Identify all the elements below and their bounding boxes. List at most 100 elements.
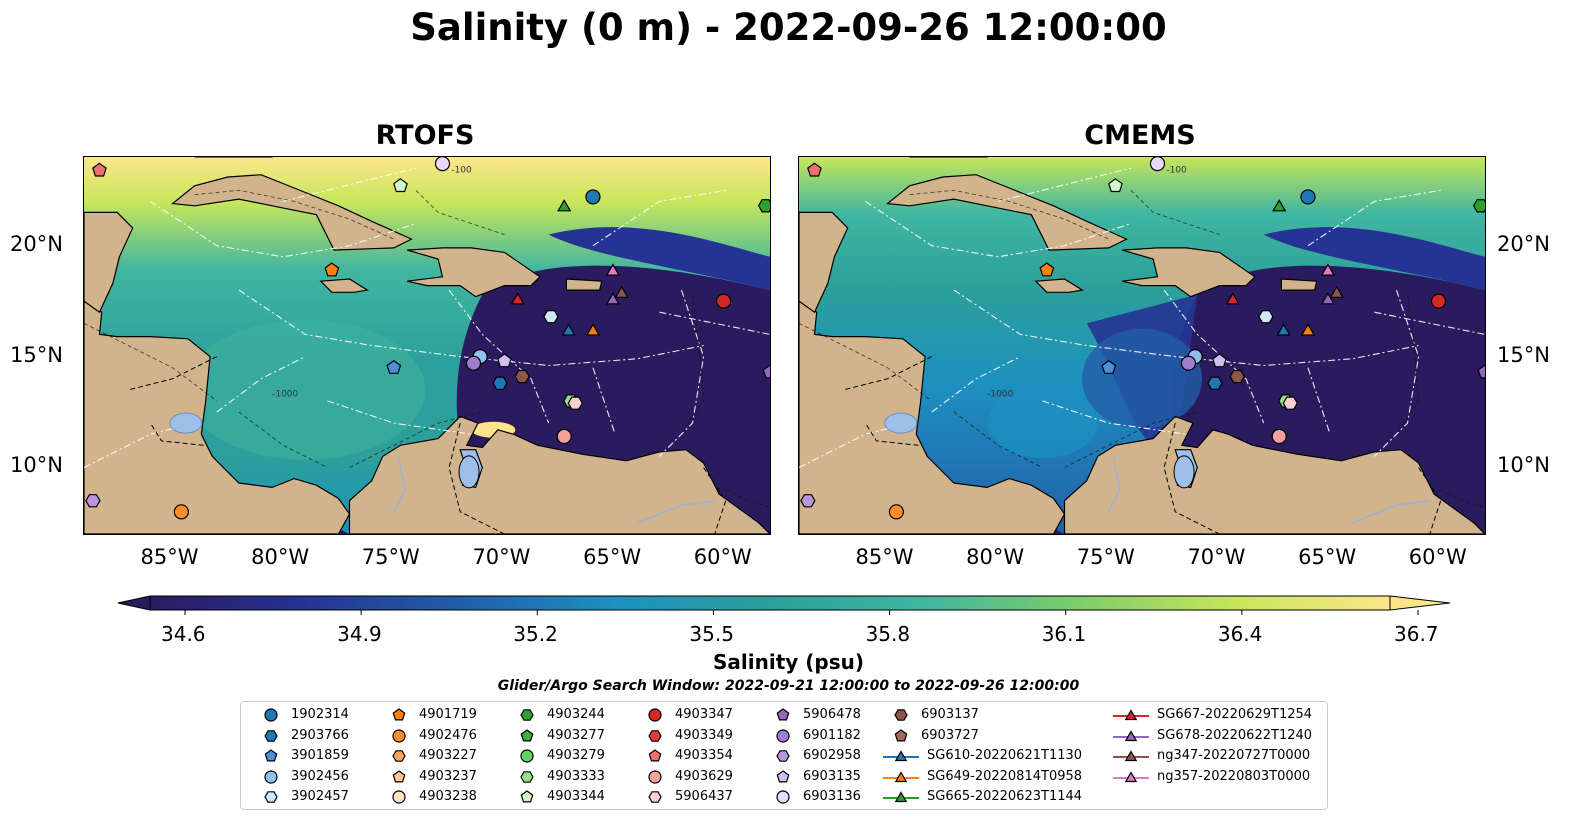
legend-marker <box>776 750 790 762</box>
colorbar-tick-label: 34.9 <box>337 622 382 646</box>
legend-marker-icon <box>894 709 908 721</box>
station-4901719 <box>1039 262 1055 277</box>
search-window-caption: Glider/Argo Search Window: 2022-09-21 12… <box>497 678 1080 694</box>
legend-marker-icon <box>883 750 919 762</box>
colorbar-tick-label: 36.4 <box>1217 622 1263 646</box>
lon-tick-label: 85°W <box>855 545 914 569</box>
legend-marker-icon <box>776 728 790 743</box>
legend-marker-icon <box>392 769 406 782</box>
legend-label: 4903629 <box>675 768 733 784</box>
legend-label: 4903354 <box>675 748 733 763</box>
legend-label: 2903766 <box>291 727 349 743</box>
legend-label: 5906478 <box>803 707 861 722</box>
legend-label: 6903135 <box>803 768 861 784</box>
legend-label: 4901719 <box>419 707 477 722</box>
eez-boundary <box>238 289 704 367</box>
legend-marker-icon <box>520 709 534 721</box>
lake-maracaibo <box>1173 455 1195 489</box>
hispaniola-land <box>1121 247 1256 298</box>
legend-marker-icon <box>776 708 790 721</box>
country-border <box>1163 422 1220 534</box>
bathymetry-contour <box>681 294 705 435</box>
legend-marker-icon <box>520 728 534 741</box>
eez-boundary <box>1374 289 1420 457</box>
legend-label: 4903237 <box>419 768 477 784</box>
eez-boundary <box>592 189 726 247</box>
country-border <box>843 356 933 391</box>
legend-marker-icon <box>264 708 278 722</box>
station-5906478 <box>1477 364 1485 379</box>
legend-label: 4903333 <box>547 768 605 784</box>
bathymetry-label: -1000 <box>272 390 298 400</box>
legend-marker <box>648 769 662 784</box>
station-SG678-20220622T1240 <box>1320 292 1335 305</box>
legend-label: 5906437 <box>675 789 733 804</box>
legend-marker-icon <box>1113 709 1149 721</box>
legend-label: 4903227 <box>419 748 477 763</box>
colorbar-extend-max <box>1389 595 1451 611</box>
bathymetry-label: -1000 <box>987 390 1013 400</box>
legend-marker-icon <box>392 750 406 762</box>
map-panel-cmems[interactable]: -100 -1000 <box>798 156 1486 535</box>
lon-tick-label: 80°W <box>966 545 1025 569</box>
river <box>1351 499 1430 524</box>
station-4903244 <box>757 199 770 213</box>
lake-maracaibo <box>458 455 480 489</box>
eez-boundary <box>659 289 705 457</box>
legend-marker <box>264 769 278 784</box>
lat-tick-label-left: 10°N <box>10 453 63 478</box>
legend-marker-icon <box>776 750 790 762</box>
legend-marker-icon <box>392 708 406 721</box>
legend-marker <box>776 790 790 804</box>
country-border <box>128 356 218 391</box>
eez-boundary <box>216 356 306 413</box>
station-2903766 <box>1207 376 1223 390</box>
legend-marker <box>392 728 406 743</box>
eez-boundary <box>327 400 472 435</box>
legend-marker-icon <box>894 728 908 741</box>
station-6901182 <box>465 355 482 371</box>
lon-tick-label: 75°W <box>361 545 420 569</box>
bathymetry-contour <box>909 189 1109 240</box>
lon-tick-label: 70°W <box>472 545 531 569</box>
colorbar-tick-label: 35.8 <box>865 622 911 646</box>
legend-marker <box>894 750 908 762</box>
legend-marker-icon <box>264 749 278 762</box>
legend-label: 4903277 <box>547 727 605 743</box>
station-3901859 <box>386 359 402 374</box>
colorbar <box>117 595 1451 615</box>
bathymetry-contour <box>725 489 770 508</box>
legend-marker <box>894 728 908 741</box>
station-6902958 <box>800 494 816 508</box>
station-4903244 <box>1472 199 1485 213</box>
yucatan-land <box>84 211 134 314</box>
legend-label: ng357-20220803T0000 <box>1157 768 1311 784</box>
panel-title-cmems: CMEMS <box>1084 120 1196 151</box>
legend-marker <box>776 728 790 743</box>
legend-marker <box>520 790 534 803</box>
lon-tick-label: 80°W <box>251 545 310 569</box>
station-4903354 <box>807 162 822 177</box>
station-SG665-20220623T1144 <box>557 199 572 212</box>
lat-tick-label-right: 20°N <box>1497 231 1550 256</box>
map-panel-rtofs[interactable]: -100 -1000 <box>83 156 771 535</box>
bathymetry-label: -100 <box>451 166 472 176</box>
legend-marker-icon <box>264 769 278 784</box>
legend-marker <box>648 729 662 742</box>
station-4903347 <box>1430 293 1447 309</box>
colorbar-tick-label: 36.7 <box>1394 622 1439 646</box>
station-4903347 <box>715 293 732 309</box>
legend-marker-icon <box>648 749 662 762</box>
legend-marker <box>520 749 534 763</box>
legend-marker <box>264 729 278 742</box>
station-SG667-20220629T1254 <box>1225 292 1240 305</box>
legend-marker <box>776 708 790 721</box>
legend-marker-icon <box>648 708 662 722</box>
legend-label: 1902314 <box>291 707 349 722</box>
legend-marker-icon <box>1113 770 1149 782</box>
station-3902457 <box>543 310 559 324</box>
legend-marker <box>648 708 662 722</box>
station-5906437 <box>567 396 583 410</box>
legend-label: SG667-20220629T1254 <box>1157 707 1313 722</box>
bathymetry-label: -100 <box>1166 166 1187 176</box>
